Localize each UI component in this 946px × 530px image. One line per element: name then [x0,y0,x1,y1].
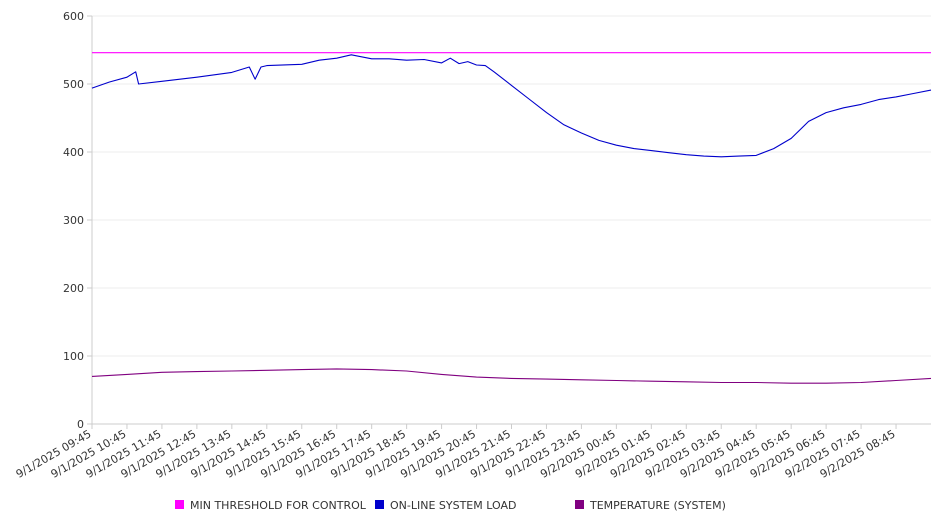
legend-label: MIN THRESHOLD FOR CONTROL [190,499,367,512]
y-tick-label: 300 [63,214,84,227]
legend-label: TEMPERATURE (SYSTEM) [589,499,726,512]
grid [92,15,931,357]
y-tick-label: 200 [63,282,84,295]
legend-swatch [375,500,384,509]
y-tick-label: 600 [63,10,84,23]
legend-swatch [575,500,584,509]
legend: MIN THRESHOLD FOR CONTROL ON-LINE SYSTEM … [175,499,726,512]
legend-swatch [175,500,184,509]
y-tick-label: 500 [63,78,84,91]
series-lines [91,52,932,384]
series-line [91,54,932,158]
series-line [91,368,932,384]
legend-label: ON-LINE SYSTEM LOAD [390,499,516,512]
y-tick-label: 0 [77,418,84,431]
y-tick-label: 100 [63,350,84,363]
y-tick-label: 400 [63,146,84,159]
